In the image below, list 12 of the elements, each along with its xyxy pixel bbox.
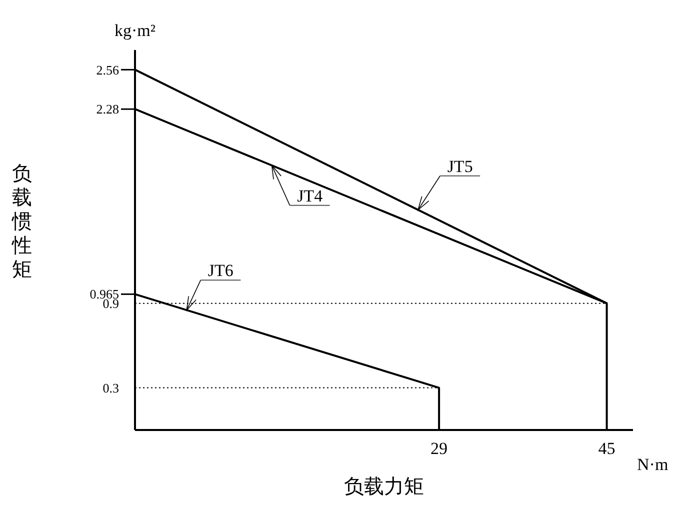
y-tick-label: 2.28 (96, 102, 119, 117)
text: JT6 (208, 261, 234, 280)
y-axis-title: 负载惯性矩 (11, 163, 32, 281)
x-tick-label: 29 (430, 439, 448, 458)
text: JT5 (447, 156, 473, 176)
text: N·m (637, 455, 668, 474)
text: kg·m² (114, 21, 156, 40)
x-axis-title: 负载力矩 (344, 476, 424, 498)
y-tick-label: 2.56 (96, 62, 120, 78)
y-tick-label: 0.3 (102, 380, 119, 396)
x-tick-label: 45 (598, 439, 616, 458)
legend-label: JT4 (297, 186, 324, 206)
